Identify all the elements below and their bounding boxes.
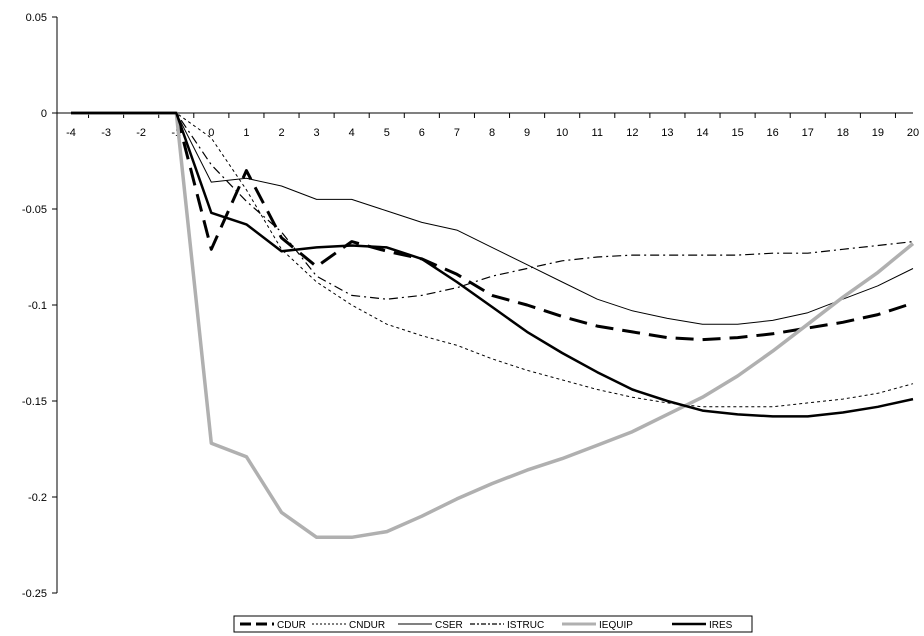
x-tick-label: 2: [278, 127, 284, 139]
series-line-cser: [71, 112, 914, 325]
x-tick-label: 5: [384, 127, 390, 139]
legend-label-ires: IRES: [709, 620, 733, 631]
x-tick-label: 13: [661, 127, 673, 139]
y-tick-label: 0.05: [26, 12, 47, 24]
y-tick-label: -0.1: [28, 300, 47, 312]
legend-label-cser: CSER: [435, 620, 463, 631]
series-line-cdur: [71, 111, 914, 342]
y-tick-label: -0.05: [22, 204, 47, 216]
x-tick-label: -2: [136, 127, 146, 139]
x-tick-label: -3: [101, 127, 111, 139]
x-tick-label: 18: [837, 127, 849, 139]
x-tick-label: 8: [489, 127, 495, 139]
y-tick-label: 0: [41, 108, 47, 120]
legend-label-cdur: CDUR: [277, 620, 306, 631]
x-tick-label: 11: [592, 127, 603, 139]
x-tick-label: -4: [66, 127, 76, 139]
legend-label-cndur: CNDUR: [349, 620, 385, 631]
x-tick-label: 3: [314, 127, 320, 139]
series-line-istruc: [71, 112, 914, 300]
y-tick-label: -0.15: [22, 396, 47, 408]
x-tick-label: 9: [524, 127, 530, 139]
x-tick-label: 14: [696, 127, 708, 139]
series-line-ires: [71, 111, 914, 418]
x-tick-label: 6: [419, 127, 425, 139]
x-tick-label: -1: [171, 127, 181, 139]
x-tick-label: 12: [626, 127, 638, 139]
y-tick-label: -0.2: [28, 492, 47, 504]
x-tick-label: 20: [907, 127, 919, 139]
y-tick-label: -0.25: [22, 588, 47, 600]
x-tick-label: 19: [872, 127, 884, 139]
x-tick-label: 0: [208, 127, 214, 139]
legend-label-istruc: ISTRUC: [507, 620, 544, 631]
series-line-iequip: [71, 111, 915, 540]
x-tick-label: 15: [731, 127, 743, 139]
legend-label-iequip: IEQUIP: [599, 620, 633, 631]
x-tick-label: 1: [243, 127, 249, 139]
x-tick-label: 16: [767, 127, 779, 139]
x-tick-label: 17: [802, 127, 814, 139]
series-line-cndur: [71, 112, 914, 408]
x-tick-label: 10: [556, 127, 568, 139]
x-tick-label: 7: [454, 127, 460, 139]
x-tick-label: 4: [349, 127, 355, 139]
